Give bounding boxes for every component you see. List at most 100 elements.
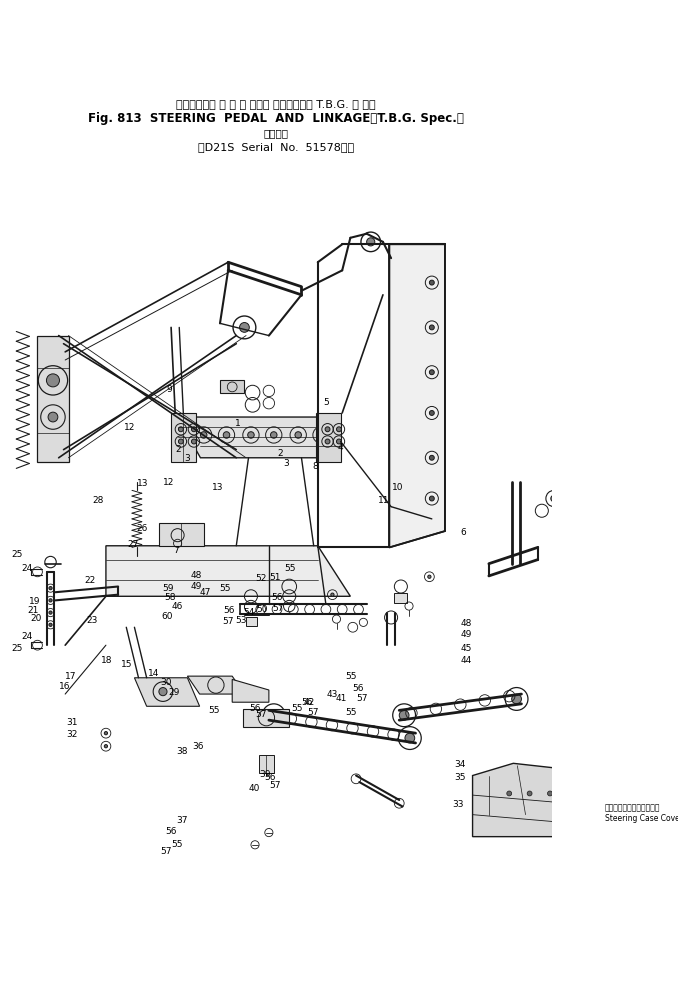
Text: （D21S  Serial  No.  51578～）: （D21S Serial No. 51578～） [198, 142, 355, 152]
Text: 31: 31 [66, 718, 77, 727]
Text: 38: 38 [176, 747, 188, 757]
Circle shape [247, 432, 254, 438]
Circle shape [269, 710, 279, 720]
Circle shape [429, 325, 435, 330]
Text: 37: 37 [176, 816, 188, 826]
Text: 32: 32 [66, 729, 77, 739]
Circle shape [159, 688, 167, 696]
Text: 58: 58 [164, 593, 176, 602]
Circle shape [325, 439, 330, 444]
Text: 28: 28 [93, 496, 104, 505]
Text: ステアリング ペ ダ ル および リンケージ（ T.B.G. 仕 様）: ステアリング ペ ダ ル および リンケージ（ T.B.G. 仕 様） [176, 99, 376, 109]
Text: 5: 5 [323, 398, 329, 406]
Circle shape [548, 791, 553, 796]
Text: 51: 51 [268, 574, 280, 583]
Text: 49: 49 [460, 630, 472, 640]
Text: 49: 49 [191, 583, 202, 591]
Text: 4: 4 [338, 443, 344, 452]
Text: 57: 57 [269, 781, 281, 790]
Circle shape [46, 374, 60, 387]
Bar [246, 618, 258, 626]
Text: 56: 56 [165, 828, 177, 836]
Circle shape [104, 745, 108, 748]
Text: 56: 56 [302, 698, 313, 707]
Text: 48: 48 [191, 571, 202, 580]
Text: 9: 9 [167, 385, 172, 394]
Text: 24: 24 [21, 564, 32, 573]
Text: 40: 40 [248, 784, 260, 793]
Text: 10: 10 [392, 483, 403, 492]
Text: 13: 13 [212, 483, 224, 492]
Circle shape [625, 777, 630, 782]
Text: 56: 56 [264, 772, 275, 782]
Text: 43: 43 [327, 690, 338, 699]
Text: 60: 60 [161, 612, 173, 621]
Circle shape [625, 785, 630, 790]
Text: 14: 14 [148, 669, 159, 678]
Circle shape [318, 432, 324, 438]
Circle shape [271, 432, 277, 438]
Polygon shape [243, 708, 290, 726]
Polygon shape [178, 417, 340, 458]
Circle shape [429, 456, 435, 461]
Circle shape [295, 432, 302, 438]
Bar [395, 593, 407, 603]
Text: 29: 29 [168, 688, 180, 697]
Circle shape [336, 427, 342, 432]
Text: 12: 12 [163, 478, 174, 487]
Polygon shape [134, 678, 199, 707]
Text: 54: 54 [243, 608, 254, 617]
Text: Steering Case Cover: Steering Case Cover [605, 814, 678, 824]
Polygon shape [37, 336, 69, 461]
Text: 56: 56 [250, 704, 261, 713]
Text: 50: 50 [257, 604, 268, 614]
Text: 57: 57 [160, 846, 172, 856]
Text: 17: 17 [65, 672, 77, 681]
Polygon shape [389, 244, 445, 547]
Circle shape [331, 593, 334, 596]
Circle shape [551, 495, 557, 502]
Circle shape [178, 439, 183, 444]
Text: 59: 59 [163, 584, 174, 592]
Text: 47: 47 [200, 587, 211, 596]
Polygon shape [159, 523, 203, 546]
Circle shape [651, 771, 659, 779]
Circle shape [48, 412, 58, 422]
Circle shape [641, 777, 646, 782]
Circle shape [429, 370, 435, 375]
Circle shape [367, 238, 375, 246]
Text: 46: 46 [171, 602, 182, 611]
Circle shape [49, 598, 52, 602]
Circle shape [191, 427, 197, 432]
Text: 55: 55 [345, 707, 357, 717]
Bar [259, 755, 274, 773]
Text: 3: 3 [184, 454, 190, 462]
Text: 33: 33 [453, 800, 464, 809]
Text: 41: 41 [336, 695, 347, 704]
Circle shape [104, 731, 108, 735]
Circle shape [223, 432, 230, 438]
Circle shape [429, 280, 435, 285]
Text: 24: 24 [21, 632, 32, 641]
Text: 1: 1 [235, 419, 241, 428]
Text: 57: 57 [272, 604, 283, 613]
Text: ステアリングケースカバー: ステアリングケースカバー [605, 804, 660, 813]
Text: 44: 44 [460, 656, 472, 665]
Text: 30: 30 [160, 678, 172, 687]
Circle shape [178, 427, 183, 432]
Text: 20: 20 [31, 614, 41, 623]
Polygon shape [586, 743, 676, 800]
Text: 42: 42 [304, 698, 315, 707]
Text: 52: 52 [255, 574, 266, 584]
Text: 16: 16 [60, 682, 71, 691]
Text: 25: 25 [11, 550, 22, 559]
Text: 57: 57 [256, 710, 267, 719]
Text: 55: 55 [292, 704, 303, 713]
Circle shape [49, 623, 52, 627]
Text: 13: 13 [137, 479, 148, 488]
Text: 45: 45 [460, 644, 472, 652]
Text: 34: 34 [454, 760, 465, 769]
Circle shape [325, 427, 330, 432]
Circle shape [191, 439, 197, 444]
Circle shape [336, 439, 342, 444]
